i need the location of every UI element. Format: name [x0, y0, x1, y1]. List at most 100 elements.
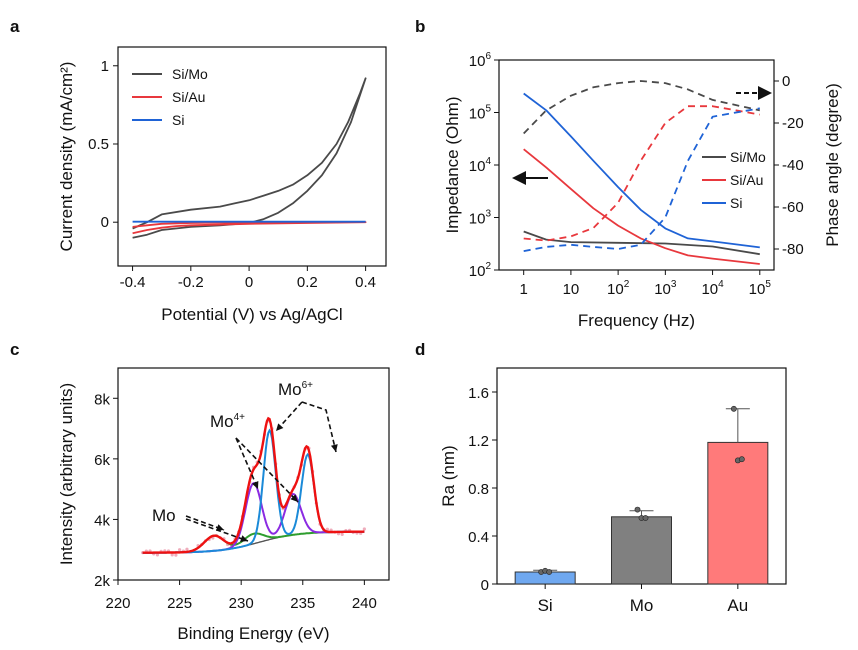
x-tick-label: 220 — [105, 595, 130, 612]
series-line-si-mo — [132, 77, 367, 239]
y-right-tick-label: -80 — [782, 241, 804, 258]
panel-label: a — [10, 17, 20, 36]
component-peak — [142, 482, 365, 554]
y-right-tick-label: -20 — [782, 115, 804, 132]
series-line-si-mo — [523, 230, 760, 256]
y-tick-label: 1.2 — [468, 433, 489, 450]
legend-label: Si/Mo — [172, 66, 208, 82]
panel-c: c 220 225 230 235 240 2k 4k 6k 8k Binding Energy (… — [10, 340, 390, 643]
data-point — [546, 569, 553, 575]
panel-b: b 1 10 102 103 104 105 102 103 104 105 106 -80 -60 -40… — [415, 17, 842, 330]
raw-data-point — [362, 527, 366, 531]
raw-data-point — [177, 548, 182, 552]
left-axis-arrow-head — [512, 171, 526, 185]
data-point — [730, 405, 737, 412]
panel-label: c — [10, 340, 19, 359]
plot-frame — [117, 367, 390, 581]
x-tick-label: 103 — [654, 279, 677, 298]
y-tick-label: 2k — [94, 573, 110, 590]
y-tick-label: 103 — [469, 209, 492, 228]
y-tick-label: 1.6 — [468, 385, 489, 402]
y-tick-label: 102 — [469, 261, 492, 280]
y-axis-label: Intensity (arbitrary units) — [57, 383, 76, 565]
y-tick-label: 0.8 — [468, 481, 489, 498]
legend-label: Si/Mo — [730, 149, 766, 165]
plot-frame — [498, 59, 775, 271]
annotation-arrow-mo — [185, 518, 249, 542]
legend-label: Si/Au — [172, 89, 205, 105]
annotation-arrow-mo6 — [301, 401, 337, 453]
y-tick-label: 0 — [481, 577, 489, 594]
x-axis-label: Binding Energy (eV) — [177, 624, 329, 643]
x-tick-label: 240 — [352, 595, 377, 612]
x-tick-label: 104 — [701, 279, 724, 298]
annotation-arrow-mo6-head — [276, 423, 284, 431]
bar-mo — [611, 516, 672, 585]
y-tick-label: 4k — [94, 512, 110, 529]
y-tick-label: 1 — [101, 58, 109, 75]
panel-d: d 0 0.4 0.8 1.2 1.6 Ra (nm) Si Mo Au — [415, 340, 787, 615]
y-right-axis-label: Phase angle (degree) — [823, 83, 842, 247]
raw-data-point — [325, 527, 330, 531]
y-right-tick-label: 0 — [782, 73, 790, 90]
y-tick-label: 0.4 — [468, 529, 489, 546]
panel-label: b — [415, 17, 425, 36]
legend-label: Si — [730, 195, 742, 211]
x-tick-label: 0 — [245, 274, 253, 291]
series-line-si-au — [132, 221, 367, 235]
annotation-arrow-mo4 — [235, 437, 299, 503]
bar-si — [514, 571, 576, 585]
annotation-arrow-mo4-head — [251, 481, 259, 489]
x-tick-label: 225 — [167, 595, 192, 612]
legend-label: Si/Au — [730, 172, 763, 188]
component-peak — [142, 530, 365, 554]
x-tick-label: 0.4 — [355, 274, 376, 291]
x-tick-label: -0.2 — [178, 274, 204, 291]
x-tick-label: 10 — [563, 281, 580, 298]
y-right-tick-label: -40 — [782, 157, 804, 174]
x-tick-label: Mo — [630, 596, 654, 615]
y-tick-label: 0.5 — [88, 136, 109, 153]
data-point — [634, 506, 641, 513]
data-point — [738, 456, 745, 463]
x-axis-label: Potential (V) vs Ag/AgCl — [161, 305, 342, 324]
raw-data-point — [174, 553, 178, 557]
x-tick-label: 102 — [607, 279, 630, 298]
x-tick-label: 0.2 — [297, 274, 318, 291]
raw-data-point — [185, 547, 189, 551]
annotation-arrow-mo-head — [240, 535, 248, 542]
raw-data-point — [170, 553, 174, 557]
panel-a: a -0.4 -0.2 0 0.2 0.4 0 0.5 1 Potential (V) vs Ag… — [10, 17, 387, 324]
x-tick-label: 1 — [520, 281, 528, 298]
y-right-tick-label: -60 — [782, 199, 804, 216]
plot-frame — [117, 46, 387, 267]
x-tick-label: 235 — [290, 595, 315, 612]
panel-label: d — [415, 340, 425, 359]
y-axis-label: Ra (nm) — [439, 445, 458, 506]
x-tick-label: Si — [538, 596, 553, 615]
raw-data-point — [340, 532, 344, 536]
series-line-si — [523, 92, 760, 249]
series-line-si-au — [523, 148, 760, 265]
legend-label: Si — [172, 112, 184, 128]
envelope-line — [142, 416, 365, 554]
data-point — [642, 515, 649, 521]
y-axis-label: Impedance (Ohm) — [443, 97, 462, 234]
y-tick-label: 8k — [94, 391, 110, 408]
right-axis-arrow-head — [758, 86, 772, 100]
x-tick-label: -0.4 — [120, 274, 146, 291]
annotation-mo: Mo — [152, 506, 176, 525]
raw-data-point — [155, 553, 160, 557]
y-tick-label: 0 — [101, 214, 109, 231]
x-tick-label: 105 — [749, 279, 772, 298]
y-axis-label: Current density (mA/cm²) — [57, 62, 76, 252]
x-tick-label: 230 — [229, 595, 254, 612]
x-axis-label: Frequency (Hz) — [578, 311, 695, 330]
annotation-arrow-mo4 — [235, 437, 259, 490]
series-line-si-mo-phase — [523, 80, 760, 135]
y-tick-label: 106 — [469, 51, 492, 70]
annotation-mo6: Mo6+ — [278, 380, 313, 399]
bar-au — [707, 441, 769, 585]
annotation-arrow-mo4-head — [290, 494, 298, 502]
